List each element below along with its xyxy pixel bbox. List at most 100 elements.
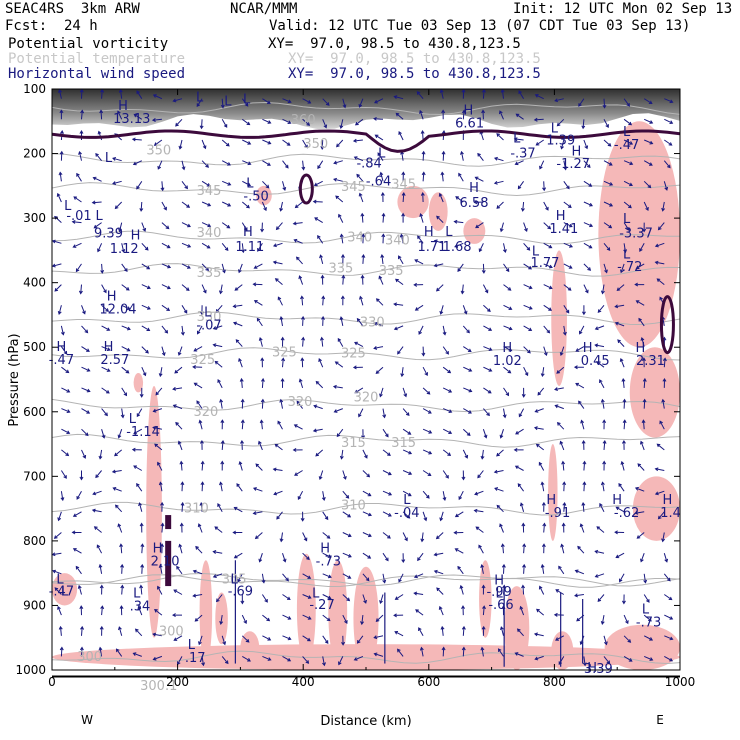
pv-extremum-label: H bbox=[243, 225, 253, 240]
wind-vector bbox=[334, 361, 344, 368]
wind-vector bbox=[280, 377, 285, 388]
wind-vector bbox=[421, 346, 426, 357]
theta-isoline bbox=[52, 153, 680, 167]
wind-vector bbox=[61, 387, 71, 393]
pv-extremum-label: 2.10 bbox=[151, 554, 180, 569]
theta-label: 325 bbox=[190, 353, 215, 368]
wind-vector bbox=[643, 98, 653, 105]
wind-vector bbox=[160, 181, 165, 192]
wind-vector bbox=[493, 469, 504, 474]
wind-vector bbox=[393, 95, 404, 100]
wind-vector bbox=[400, 367, 405, 378]
pv-extremum-label: H bbox=[636, 341, 646, 356]
wind-vector bbox=[583, 222, 594, 228]
wind-vector bbox=[60, 491, 65, 502]
wind-vector bbox=[433, 552, 444, 557]
wind-vector bbox=[616, 284, 625, 292]
wind-speed-fill bbox=[632, 476, 680, 541]
wind-vector bbox=[318, 470, 324, 481]
wind-vector bbox=[473, 200, 484, 205]
wind-vector bbox=[373, 116, 384, 121]
pv-extremum-label: L bbox=[95, 209, 103, 224]
theta-label: 350 bbox=[146, 143, 171, 158]
wind-vector bbox=[623, 614, 629, 625]
wind-vector bbox=[92, 176, 102, 182]
wind-vector bbox=[499, 523, 504, 533]
wind-vector bbox=[221, 160, 231, 166]
wind-vector bbox=[615, 506, 625, 513]
wind-vector bbox=[139, 201, 144, 212]
wind-vector bbox=[76, 490, 82, 500]
wind-vector bbox=[114, 504, 123, 513]
wind-vector bbox=[543, 263, 553, 269]
wind-vector bbox=[603, 635, 608, 646]
wind-vector bbox=[602, 98, 607, 109]
wind-vector bbox=[282, 573, 289, 582]
wind-vector bbox=[583, 201, 593, 207]
wind-vector bbox=[435, 532, 444, 540]
wind-vector bbox=[461, 109, 466, 120]
wind-vector bbox=[439, 89, 444, 99]
wind-vector bbox=[233, 552, 243, 559]
wind-vector bbox=[574, 593, 584, 598]
wind-vector bbox=[575, 382, 585, 389]
wind-vector bbox=[274, 443, 283, 451]
wind-vector bbox=[420, 130, 425, 141]
pv-extremum-label: L bbox=[403, 493, 411, 508]
wind-vector bbox=[483, 366, 493, 372]
wind-vector bbox=[214, 526, 223, 533]
wind-vector bbox=[541, 501, 546, 512]
wind-vector bbox=[258, 440, 263, 451]
wind-vector bbox=[161, 263, 172, 269]
wind-vector bbox=[282, 614, 292, 620]
wind-vector bbox=[583, 284, 589, 294]
wind-vector bbox=[420, 192, 425, 203]
wind-vector bbox=[643, 118, 654, 124]
wind-vector bbox=[514, 465, 524, 471]
wind-vector bbox=[374, 98, 384, 104]
wind-vector bbox=[502, 408, 507, 419]
wind-vector bbox=[198, 419, 203, 430]
west-label: W bbox=[81, 713, 93, 727]
wind-vector bbox=[438, 605, 444, 616]
wind-vector bbox=[533, 426, 544, 431]
wind-vector bbox=[282, 635, 292, 641]
wind-vector bbox=[359, 295, 364, 306]
wind-vector bbox=[538, 585, 545, 595]
wind-vector bbox=[600, 481, 605, 492]
wind-vector bbox=[151, 117, 162, 122]
wind-vector bbox=[294, 470, 303, 476]
wind-vector bbox=[258, 553, 263, 563]
wind-vector bbox=[523, 263, 533, 270]
pv-extremum-label: L bbox=[623, 248, 631, 263]
wind-speed-fill bbox=[296, 553, 316, 664]
wind-vector bbox=[174, 366, 183, 374]
wind-speed-fill bbox=[199, 560, 213, 664]
theta-label: 310 bbox=[184, 502, 209, 517]
pv-extremum-label: -3.37 bbox=[619, 226, 653, 241]
wind-vector bbox=[623, 201, 632, 209]
pv-extremum-label: L bbox=[496, 587, 504, 602]
pv-extremum-label: L bbox=[513, 131, 521, 146]
theta-isoline bbox=[52, 572, 680, 587]
wind-vector bbox=[664, 635, 674, 641]
wind-vector bbox=[634, 282, 645, 287]
theta-label: 345 bbox=[341, 180, 366, 195]
wind-vector bbox=[57, 511, 62, 522]
wind-vector bbox=[252, 487, 263, 492]
wind-vector bbox=[133, 428, 143, 435]
wind-vector bbox=[442, 346, 449, 355]
theta-label: 345 bbox=[197, 184, 222, 199]
wind-vector bbox=[141, 242, 149, 251]
wind-vector bbox=[133, 465, 143, 471]
wind-vector bbox=[172, 613, 182, 618]
wind-vector bbox=[242, 118, 251, 126]
wind-vector bbox=[241, 222, 248, 232]
wind-vector bbox=[581, 119, 586, 130]
pv-extremum-label: L bbox=[61, 585, 69, 600]
wind-vector bbox=[458, 490, 464, 501]
wind-vector bbox=[240, 419, 245, 430]
wind-vector bbox=[254, 532, 263, 540]
wind-vector bbox=[422, 449, 433, 455]
field-pv-name: Potential vorticity bbox=[8, 36, 169, 52]
